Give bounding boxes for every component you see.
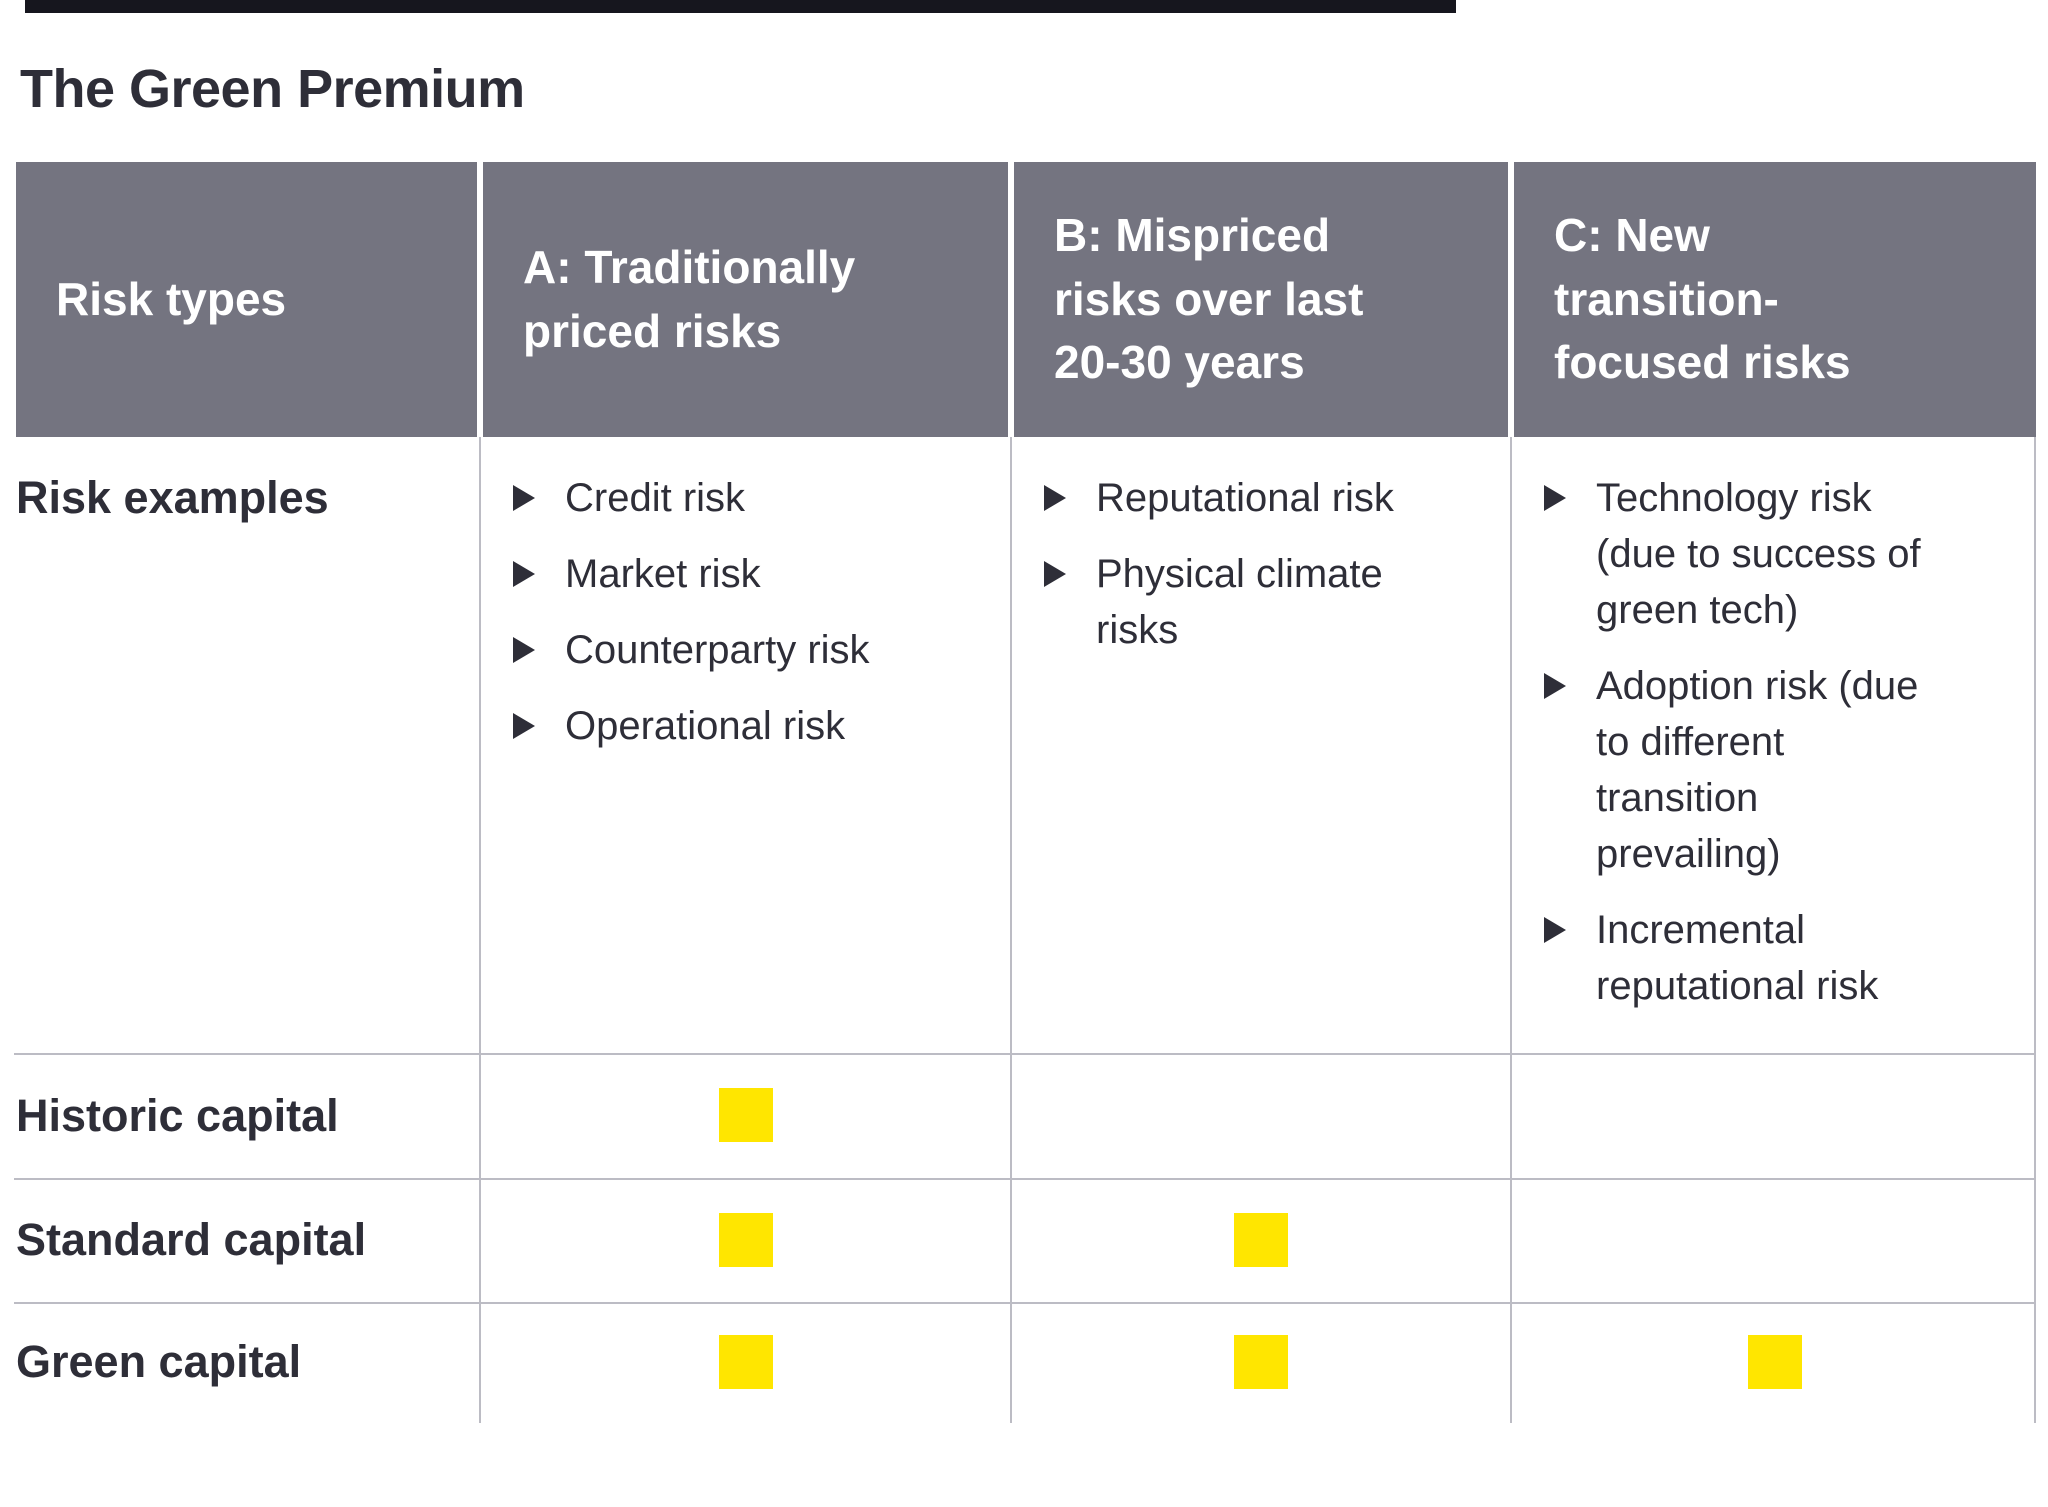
- page-title: The Green Premium: [20, 59, 525, 119]
- list-item-text: transition: [1596, 776, 1759, 820]
- column-header-c-new-transition: C: New transition- focused risks: [1514, 162, 2036, 437]
- list-item-text: to different: [1596, 720, 1785, 764]
- bullet-triangle-icon: [513, 637, 535, 663]
- list-item-text: Technology risk: [1596, 476, 1872, 520]
- risk-examples-list-b: Reputational risk Physical climate risks: [1044, 470, 1494, 658]
- column-header-a-traditionally-priced: A: Traditionally priced risks: [483, 162, 1008, 437]
- list-item: Adoption risk (due to different transiti…: [1544, 658, 2024, 882]
- list-item-text: Operational risk: [565, 704, 846, 748]
- header-line: risks over last: [1054, 272, 1364, 325]
- row-label-standard-capital: Standard capital: [16, 1214, 367, 1265]
- grid-line-vertical: [1510, 437, 1512, 1423]
- list-item: Incremental reputational risk: [1544, 902, 2024, 1014]
- grid-line-horizontal: [14, 1178, 2036, 1180]
- list-item-text: Counterparty risk: [565, 628, 870, 672]
- column-header-risk-types: Risk types: [16, 162, 477, 437]
- grid-line-horizontal: [14, 1302, 2036, 1304]
- list-item-text: Market risk: [565, 552, 761, 596]
- header-line: 20-30 years: [1054, 336, 1305, 389]
- list-item: Counterparty risk: [513, 622, 993, 678]
- capital-mark-green-c: [1748, 1335, 1802, 1389]
- list-item-text: Adoption risk (due: [1596, 664, 1919, 708]
- list-item-text: prevailing): [1596, 832, 1781, 876]
- list-item-text: green tech): [1596, 588, 1799, 632]
- list-item: Credit risk: [513, 470, 993, 526]
- risk-examples-list-a: Credit risk Market risk Counterparty ris…: [513, 470, 993, 754]
- header-line: focused risks: [1554, 336, 1851, 389]
- header-line: B: Mispriced: [1054, 209, 1331, 262]
- risk-examples-list-c: Technology risk (due to success of green…: [1544, 470, 2024, 1014]
- list-item-text: reputational risk: [1596, 964, 1879, 1008]
- capital-mark-standard-a: [719, 1213, 773, 1267]
- header-line: C: New: [1554, 209, 1710, 262]
- list-item-text: Incremental: [1596, 908, 1805, 952]
- capital-mark-green-a: [719, 1335, 773, 1389]
- top-rule: [25, 0, 1456, 13]
- grid-line-horizontal: [14, 1053, 2036, 1055]
- list-item: Technology risk (due to success of green…: [1544, 470, 2024, 638]
- bullet-triangle-icon: [1044, 561, 1066, 587]
- header-line: A: Traditionally: [523, 241, 856, 294]
- grid-line-vertical: [1010, 437, 1012, 1423]
- grid-line-vertical: [2034, 437, 2036, 1423]
- capital-mark-standard-b: [1234, 1213, 1288, 1267]
- capital-mark-historic-a: [719, 1088, 773, 1142]
- list-item: Market risk: [513, 546, 993, 602]
- row-label-risk-examples: Risk examples: [16, 472, 329, 523]
- bullet-triangle-icon: [1044, 485, 1066, 511]
- bullet-triangle-icon: [1544, 917, 1566, 943]
- bullet-triangle-icon: [1544, 485, 1566, 511]
- row-label-green-capital: Green capital: [16, 1336, 302, 1387]
- list-item: Physical climate risks: [1044, 546, 1494, 658]
- list-item-text: (due to success of: [1596, 532, 1921, 576]
- capital-mark-green-b: [1234, 1335, 1288, 1389]
- list-item-text: Reputational risk: [1096, 476, 1394, 520]
- header-line: priced risks: [523, 304, 782, 357]
- header-line: transition-: [1554, 272, 1779, 325]
- list-item-text: risks: [1096, 608, 1179, 652]
- list-item: Reputational risk: [1044, 470, 1494, 526]
- list-item-text: Physical climate: [1096, 552, 1383, 596]
- bullet-triangle-icon: [513, 485, 535, 511]
- bullet-triangle-icon: [1544, 673, 1566, 699]
- column-header-b-mispriced: B: Mispriced risks over last 20-30 years: [1014, 162, 1508, 437]
- bullet-triangle-icon: [513, 561, 535, 587]
- row-label-historic-capital: Historic capital: [16, 1089, 339, 1141]
- grid-line-vertical: [479, 437, 481, 1423]
- list-item: Operational risk: [513, 698, 993, 754]
- bullet-triangle-icon: [513, 713, 535, 739]
- header-line: Risk types: [56, 272, 287, 325]
- list-item-text: Credit risk: [565, 476, 746, 520]
